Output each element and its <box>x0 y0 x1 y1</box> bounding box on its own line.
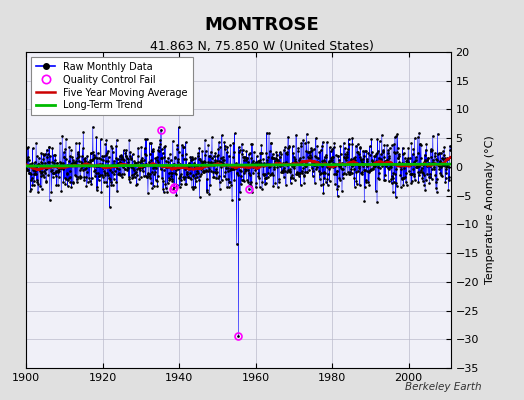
Text: Berkeley Earth: Berkeley Earth <box>406 382 482 392</box>
Text: 41.863 N, 75.850 W (United States): 41.863 N, 75.850 W (United States) <box>150 40 374 53</box>
Text: MONTROSE: MONTROSE <box>205 16 319 34</box>
Y-axis label: Temperature Anomaly (°C): Temperature Anomaly (°C) <box>485 136 495 284</box>
Legend: Raw Monthly Data, Quality Control Fail, Five Year Moving Average, Long-Term Tren: Raw Monthly Data, Quality Control Fail, … <box>31 57 192 115</box>
